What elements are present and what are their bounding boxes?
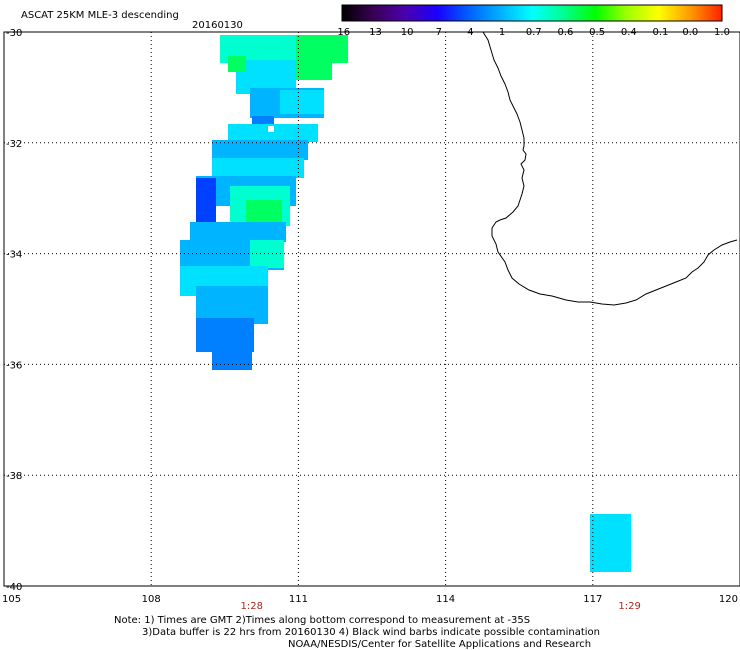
- wind-cell: [280, 90, 324, 114]
- wind-cell: [590, 514, 631, 572]
- coastline-australia: [482, 31, 738, 306]
- note-line-1: Note: 1) Times are GMT 2)Times along bot…: [114, 615, 531, 626]
- map-title: ASCAT 25KM MLE-3 descending: [21, 10, 179, 21]
- wind-cell: [296, 35, 348, 63]
- wind-cell: [252, 116, 274, 126]
- wind-cell: [246, 60, 296, 74]
- wind-cell: [212, 348, 252, 370]
- lon-tick-label: 105: [2, 594, 21, 605]
- wind-cell: [212, 158, 304, 178]
- pass-time-label: 1:28: [241, 601, 263, 612]
- wind-cell: [250, 240, 284, 268]
- wind-cell: [196, 178, 216, 222]
- lon-tick-label: 114: [436, 594, 455, 605]
- lat-tick-label: -38: [6, 471, 22, 482]
- lat-tick-label: -30: [6, 28, 22, 39]
- colorbar-gradient: [341, 4, 723, 22]
- lon-tick-label: 120: [719, 594, 738, 605]
- wind-cell: [196, 286, 268, 324]
- wind-cell: [190, 222, 286, 242]
- wind-cell-gap: [268, 126, 274, 132]
- wind-cell: [228, 56, 246, 72]
- lat-tick-label: -34: [6, 250, 22, 261]
- map-date: 20160130: [192, 20, 243, 31]
- colorbar: -16 -13 -10 -7 -4 -1 -0.7 -0.6 -0.5 -0.4 -0.1 0.0 1.…: [334, 4, 730, 38]
- lat-tick-label: -36: [6, 360, 22, 371]
- lat-tick-label: -32: [6, 139, 22, 150]
- wind-swath: [180, 35, 631, 572]
- pass-time-label: 1:29: [618, 601, 640, 612]
- lon-tick-label: 108: [142, 594, 161, 605]
- note-line-2: 3)Data buffer is 22 hrs from 20160130 4)…: [142, 627, 600, 638]
- map-frame: [3, 31, 740, 587]
- lat-lon-grid: [4, 32, 740, 586]
- note-line-3: NOAA/NESDIS/Center for Satellite Applica…: [288, 639, 592, 650]
- lat-tick-label: -40: [6, 582, 22, 593]
- wind-cell: [296, 60, 332, 80]
- lon-tick-label: 111: [289, 594, 308, 605]
- wind-cell: [196, 318, 254, 352]
- wind-cell: [212, 140, 308, 160]
- wind-cell: [228, 124, 318, 142]
- lon-tick-label: 117: [583, 594, 602, 605]
